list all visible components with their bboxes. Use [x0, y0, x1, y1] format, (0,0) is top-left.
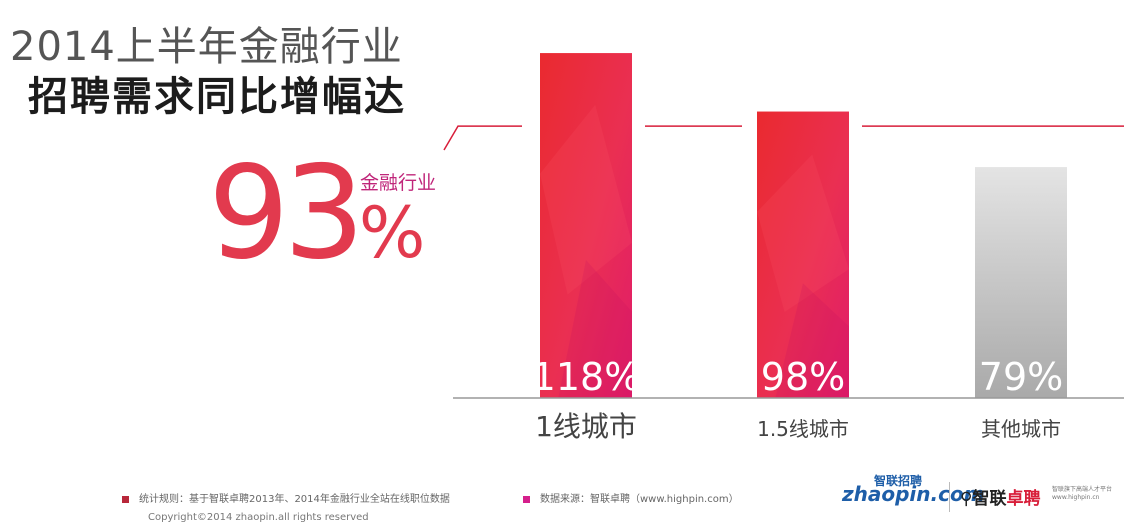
zhuopin-tagline: 智联旗下高端人才平台 www.highpin.cn — [1052, 486, 1112, 502]
key-icon: ⚲ — [960, 489, 973, 509]
bar-2 — [757, 111, 849, 399]
reference-lines — [443, 125, 1124, 151]
x-tick-label-2: 1.5线城市 — [757, 417, 849, 441]
copyright: Copyright©2014 zhaopin.all rights reserv… — [148, 512, 369, 523]
zhuopin-tagline-2: www.highpin.cn — [1052, 494, 1100, 501]
highlight-value: 93% — [208, 150, 425, 278]
highlight-unit: % — [358, 192, 426, 274]
footer-note-source-text: 数据来源：智联卓聘（www.highpin.com） — [540, 494, 739, 505]
chart-title-line-2: 招聘需求同比增幅达 — [28, 74, 406, 120]
bars-group: 118% 98% 79% — [532, 53, 1067, 399]
x-tick-labels: 1线城市 1.5线城市 其他城市 — [535, 410, 1061, 443]
footer-note-source: 数据来源：智联卓聘（www.highpin.com） — [523, 490, 739, 505]
logo-separator — [949, 482, 950, 512]
bar-3 — [975, 167, 1067, 398]
bar-facet — [757, 154, 849, 313]
zhaopin-logo-text: zhaopin.com — [842, 482, 985, 506]
reference-line-left — [443, 125, 522, 151]
note-rule-marker — [122, 495, 129, 503]
bar-value-label-2: 98% — [761, 355, 845, 399]
highlight-number: 93 — [208, 139, 365, 288]
bar-facet — [558, 260, 632, 398]
note-source-marker — [523, 495, 530, 503]
highlight-label: 金融行业 — [360, 172, 437, 194]
zhaopin-logo: zhaopin.com 智联招聘 — [842, 474, 985, 506]
zhuopin-tagline-1: 智联旗下高端人才平台 — [1052, 486, 1113, 493]
footer-note-rule: 统计规则：基于智联卓聘2013年、2014年金融行业全站在线职位数据 — [122, 490, 450, 505]
bar-1 — [540, 53, 632, 398]
bar-facet — [540, 104, 632, 295]
zhuopin-logo: ⚲智联卓聘 — [960, 484, 1040, 509]
footer-note-rule-text: 统计规则：基于智联卓聘2013年、2014年金融行业全站在线职位数据 — [139, 494, 450, 505]
bar-value-label-1: 118% — [532, 355, 641, 399]
bar-facet — [775, 283, 849, 398]
zhuopin-logo-main: 智联 — [972, 489, 1007, 509]
x-tick-label-1: 1线城市 — [535, 410, 637, 443]
x-tick-label-3: 其他城市 — [981, 417, 1061, 441]
chart-title-line-1: 2014上半年金融行业 — [10, 24, 403, 70]
zhaopin-logo-cn: 智联招聘 — [874, 474, 923, 488]
bar-value-label-3: 79% — [979, 355, 1063, 399]
zhuopin-logo-accent: 卓聘 — [1006, 489, 1041, 509]
